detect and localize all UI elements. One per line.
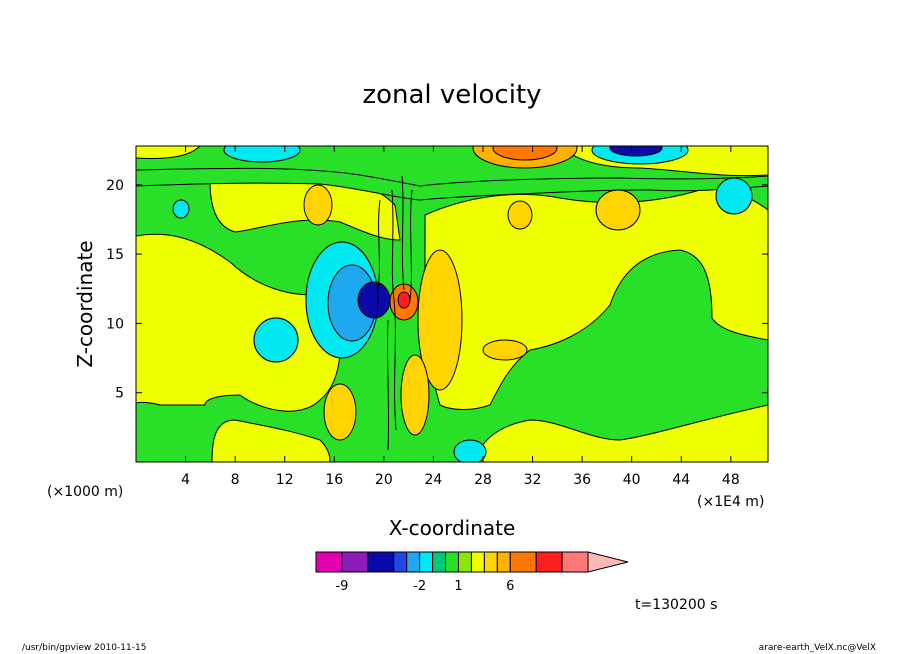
y-tick-label: 15 bbox=[106, 247, 124, 263]
contour-line-orange-right bbox=[595, 189, 641, 231]
y-tick-label: 20 bbox=[106, 178, 124, 194]
colorbar-segment bbox=[470, 551, 485, 573]
x-tick-label: 8 bbox=[231, 472, 240, 488]
x-tick-label: 32 bbox=[524, 472, 542, 488]
colorbar-segment bbox=[509, 551, 537, 573]
colorbar-segment bbox=[341, 551, 369, 573]
colorbar-segment bbox=[457, 551, 472, 573]
colorbar-segment bbox=[445, 551, 459, 573]
contour-region-orange-6 bbox=[482, 339, 528, 361]
colorbar-segment bbox=[483, 551, 498, 573]
contour-region-orange-4 bbox=[417, 249, 463, 391]
y-tick-label: 5 bbox=[115, 386, 124, 402]
y-scale-label: (×1000 m) bbox=[47, 484, 123, 500]
contour-cell-cyan-top-left bbox=[223, 146, 301, 163]
contour-lines bbox=[253, 177, 753, 363]
x-tick-label: 12 bbox=[276, 472, 294, 488]
x-tick-label: 48 bbox=[722, 472, 740, 488]
contour-field bbox=[136, 146, 768, 462]
x-tick-label: 4 bbox=[181, 472, 190, 488]
contour-cell-blue-top bbox=[609, 146, 663, 157]
colorbar-segment bbox=[496, 551, 511, 573]
chart-title: zonal velocity bbox=[362, 80, 541, 110]
contour-region-orange-3 bbox=[507, 200, 533, 230]
plot-frame bbox=[135, 145, 769, 463]
x-axis-title: X-coordinate bbox=[389, 516, 516, 540]
contour-region-yellow-left bbox=[136, 233, 341, 412]
colorbar-segment bbox=[367, 551, 395, 573]
colorbar-segment bbox=[315, 551, 343, 573]
x-tick-label: 20 bbox=[375, 472, 393, 488]
contour-region-yellow-bottom bbox=[211, 419, 331, 462]
contour-line-cyan-left bbox=[253, 317, 299, 363]
contour-line-cyan-right bbox=[715, 177, 753, 215]
time-label: t=130200 s bbox=[635, 597, 717, 613]
colorbar-segment bbox=[432, 551, 447, 573]
x-tick-label: 16 bbox=[325, 472, 343, 488]
colorbar-segment bbox=[561, 551, 589, 573]
contour-cell-top-orange-b bbox=[492, 146, 558, 161]
footer-left: /usr/bin/gpview 2010-11-15 bbox=[22, 643, 146, 653]
colorbar-segment bbox=[419, 551, 434, 573]
x-tick-label: 36 bbox=[573, 472, 591, 488]
contour-cell-cyan-bottom bbox=[453, 439, 487, 462]
colorbar-tick-label: 1 bbox=[454, 579, 462, 594]
colorbar-tick-label: -2 bbox=[413, 579, 426, 594]
x-tick-label: 24 bbox=[424, 472, 442, 488]
colorbar-tick-label: 6 bbox=[506, 579, 514, 594]
colorbar-segment bbox=[535, 551, 563, 573]
contour-cell-center-blue bbox=[357, 281, 391, 319]
contour-region-yellow-lowerright bbox=[474, 404, 768, 462]
colorbar bbox=[315, 551, 629, 573]
contour-cell-center-red bbox=[397, 291, 411, 309]
colorbar-labels: -9 -2 1 6 bbox=[335, 579, 514, 594]
x-tick-label: 28 bbox=[474, 472, 492, 488]
contour-region-orange-7 bbox=[400, 354, 430, 436]
footer-right: arare-earth_VelX.nc@VelX bbox=[759, 643, 876, 653]
contour-region-orange-5 bbox=[323, 383, 357, 441]
colorbar-segment bbox=[393, 551, 408, 573]
contour-region-yellow-topleft bbox=[136, 146, 201, 159]
x-scale-label: (×1E4 m) bbox=[697, 494, 764, 510]
x-tick-label: 40 bbox=[623, 472, 641, 488]
colorbar-tick-label: -9 bbox=[335, 579, 348, 594]
colorbar-segment bbox=[406, 551, 421, 573]
contour-cell-cyan-small bbox=[172, 199, 190, 219]
contour-region-orange-1 bbox=[303, 184, 333, 226]
x-tick-label: 44 bbox=[672, 472, 690, 488]
contour-line-center-cyan bbox=[305, 241, 379, 359]
contour-streaks bbox=[377, 175, 413, 451]
y-tick-label: 10 bbox=[106, 316, 124, 332]
colorbar-extension-arrow bbox=[587, 551, 629, 573]
y-axis-title: Z-coordinate bbox=[73, 240, 97, 367]
